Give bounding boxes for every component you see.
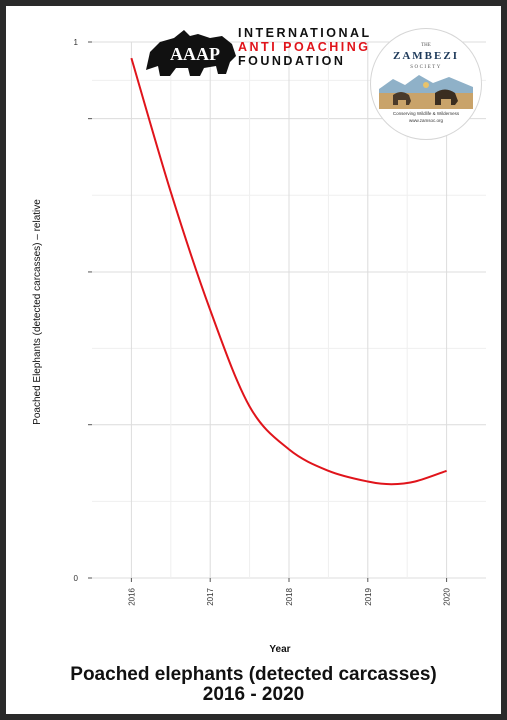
zambezi-tagline: Conserving Wildlife & Wilderness [392,111,460,116]
rhino-icon: AAAP [146,30,236,76]
iapf-line-2: ANTI POACHING [238,40,371,54]
zambezi-url: www.zamsoc.org [408,118,443,123]
y-axis-label: Poached Elephants (detected carcasses) –… [32,199,43,425]
x-tick-label: 2019 [364,587,373,605]
chart-subtitle: 2016 - 2020 [202,684,305,705]
x-axis-label: Year [269,644,290,655]
x-tick-label: 2020 [443,587,452,605]
chart-title: Poached elephants (detected carcasses) [70,664,437,685]
iapf-logo: AAAP INTERNATIONAL ANTI POACHING FOUNDAT… [140,22,369,82]
x-tick-label: 2017 [206,587,215,605]
y-tick-label: 0 [74,574,79,583]
zambezi-the: THE [421,43,431,48]
zambezi-society-word: SOCIETY [410,65,442,70]
x-tick-label: 2018 [285,587,294,605]
iapf-line-1: INTERNATIONAL [238,26,372,40]
iapf-line-3: FOUNDATION [238,54,346,68]
y-tick-label: 1 [74,38,79,47]
svg-text:AAAP: AAAP [170,44,220,64]
grid-lines [92,41,486,579]
series-line [130,57,447,486]
elephant-scene-icon [379,75,473,109]
zambezi-name: ZAMBEZI [393,50,459,62]
x-tick-label: 2016 [127,587,136,605]
y-axis-ticks: 01 [74,38,92,583]
x-axis-ticks: 2016 2017 2018 2019 2020 [127,578,452,606]
zambezi-society-logo: THE ZAMBEZI SOCIETY Conserving Wildlife … [370,28,482,140]
